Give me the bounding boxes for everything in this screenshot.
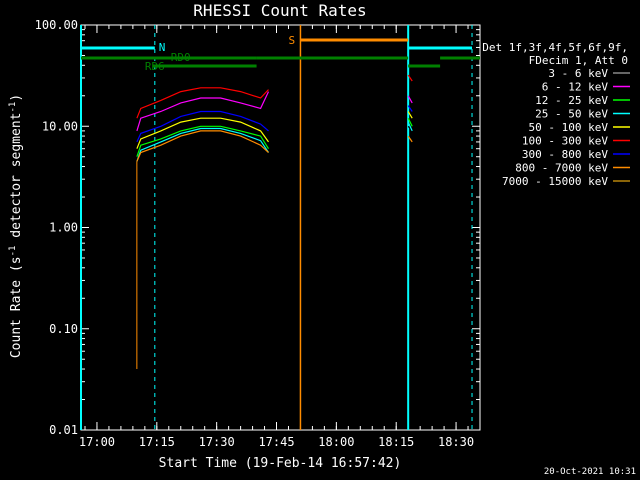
legend-header-2: FDecim 1, Att 0 <box>529 54 628 67</box>
legend-entry-label: 50 - 100 keV <box>529 121 609 134</box>
legend-entry-label: 6 - 12 keV <box>542 81 609 94</box>
legend-entry-label: 25 - 50 keV <box>535 108 608 121</box>
rd0-label: RD0 <box>171 51 191 64</box>
x-tick-label: 17:15 <box>139 435 175 449</box>
s-flag-label: S <box>288 34 295 47</box>
y-tick-label: 0.10 <box>49 322 78 336</box>
series-line-late <box>407 117 413 127</box>
legend: Det 1f,3f,4f,5f,6f,9f, FDecim 1, Att 0 3… <box>482 41 630 188</box>
series-line-late <box>407 105 413 112</box>
x-tick-label: 18:00 <box>318 435 354 449</box>
series-line <box>136 110 269 143</box>
series-line <box>136 125 270 157</box>
chart-title: RHESSI Count Rates <box>193 1 366 20</box>
series-line <box>136 87 269 119</box>
series-line <box>136 117 269 149</box>
y-tick-label: 0.01 <box>49 423 78 437</box>
legend-header-1: Det 1f,3f,4f,5f,6f,9f, <box>482 41 628 54</box>
plot-frame <box>80 24 481 431</box>
flag-bars: N S RD6 RD0 <box>80 25 480 430</box>
series-line-late <box>407 95 413 104</box>
x-tick-labels: 17:00 17:15 17:30 17:45 18:00 18:15 18:30 <box>79 435 474 449</box>
legend-entry-label: 300 - 800 keV <box>522 148 608 161</box>
x-tick-label: 17:45 <box>258 435 294 449</box>
legend-entry-label: 12 - 25 keV <box>535 94 608 107</box>
legend-entry-label: 800 - 7000 keV <box>515 162 608 175</box>
legend-entry-label: 7000 - 15000 keV <box>502 175 608 188</box>
axes <box>80 24 481 431</box>
series-line-late <box>407 111 413 119</box>
y-tick-labels: 100.00 10.00 1.00 0.10 0.01 <box>35 18 78 437</box>
series-line <box>136 130 269 162</box>
x-tick-label: 18:15 <box>378 435 414 449</box>
footer-date: 20-Oct-2021 10:31 <box>544 467 636 477</box>
series-line <box>136 91 270 132</box>
x-axis-label: Start Time (19-Feb-14 16:57:42) <box>159 456 402 471</box>
legend-entry-label: 100 - 300 keV <box>522 135 608 148</box>
n-flag-label: N <box>159 41 166 54</box>
svg-text:Count Rate (s-1 detector segme: Count Rate (s-1 detector segment-1) <box>8 94 24 358</box>
y-tick-label: 100.00 <box>35 18 78 32</box>
series-line-late <box>407 74 413 82</box>
legend-entry-label: 3 - 6 keV <box>548 67 608 80</box>
y-tick-label: 10.00 <box>42 119 78 133</box>
x-tick-label: 18:30 <box>438 435 474 449</box>
rd6-label: RD6 <box>145 60 165 73</box>
x-tick-label: 17:30 <box>199 435 235 449</box>
series-line <box>136 127 269 162</box>
y-axis-label: Count Rate (s-1 detector segment-1) <box>8 94 24 358</box>
series-line-late <box>407 135 413 143</box>
series-line-late <box>407 121 413 132</box>
series-lines <box>136 74 413 370</box>
x-tick-label: 17:00 <box>79 435 115 449</box>
y-tick-label: 1.00 <box>49 221 78 235</box>
